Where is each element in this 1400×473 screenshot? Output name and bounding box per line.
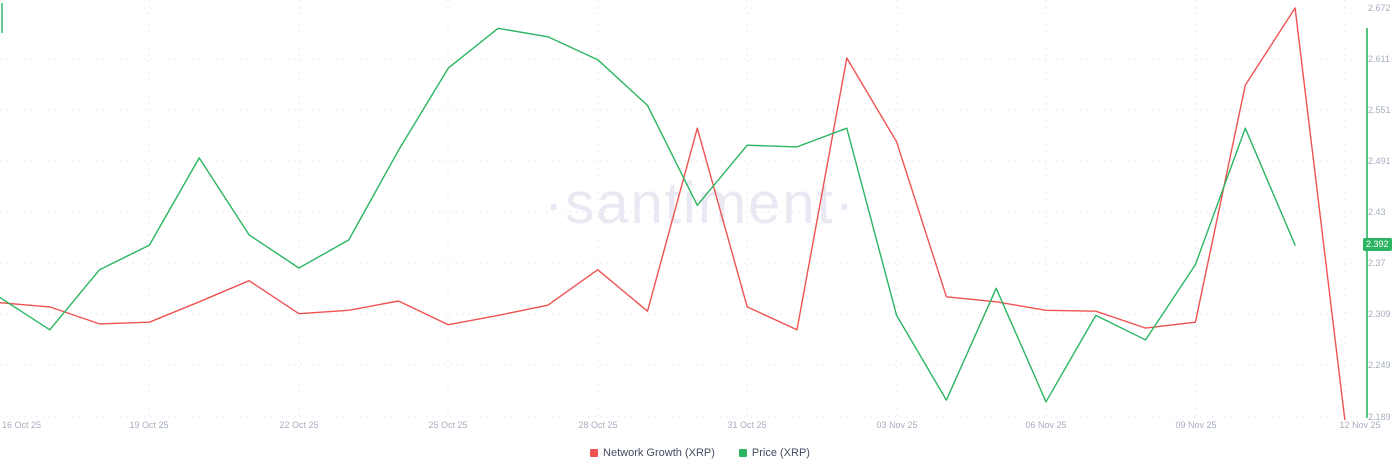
legend-label: Network Growth (XRP) [603, 447, 715, 459]
y-axis-label: 2.43 [1368, 207, 1386, 217]
series-network-growth-line[interactable] [0, 7, 1346, 420]
y-axis-label: 2.249 [1368, 360, 1391, 370]
y-axis-label: 2.672 [1368, 3, 1391, 13]
x-axis-label: 19 Oct 25 [129, 420, 169, 430]
legend-item[interactable]: Price (XRP) [738, 447, 810, 459]
y-axis-label: 2.551 [1368, 105, 1391, 115]
plot-area[interactable] [0, 0, 1400, 420]
x-axis-label: 03 Nov 25 [876, 420, 918, 430]
y-axis-label: 2.37 [1368, 258, 1386, 268]
x-axis-label: 31 Oct 25 [727, 420, 767, 430]
legend-swatch-icon [590, 449, 599, 457]
legend: Network Growth (XRP) Price (XRP) [0, 447, 1400, 459]
x-axis-label: 25 Oct 25 [428, 420, 468, 430]
x-axis-label: 12 Nov 25 [1339, 420, 1381, 430]
y-axis-label: 2.189 [1368, 412, 1391, 422]
x-axis-label: 16 Oct 25 [2, 420, 42, 430]
x-axis-label: 06 Nov 25 [1025, 420, 1067, 430]
series-price-line[interactable] [0, 27, 1296, 403]
legend-item[interactable]: Network Growth (XRP) [590, 447, 715, 459]
y-axis-label: 2.309 [1368, 309, 1391, 319]
x-axis-label: 09 Nov 25 [1175, 420, 1217, 430]
last-value-badge: 2.392 [1363, 238, 1392, 251]
x-axis-label: 22 Oct 25 [279, 420, 319, 430]
legend-swatch-icon [738, 449, 747, 457]
y-axis-label: 2.611 [1368, 54, 1390, 64]
y-axis-label: 2.491 [1368, 156, 1391, 166]
x-axis-label: 28 Oct 25 [578, 420, 618, 430]
legend-label: Price (XRP) [751, 447, 810, 459]
